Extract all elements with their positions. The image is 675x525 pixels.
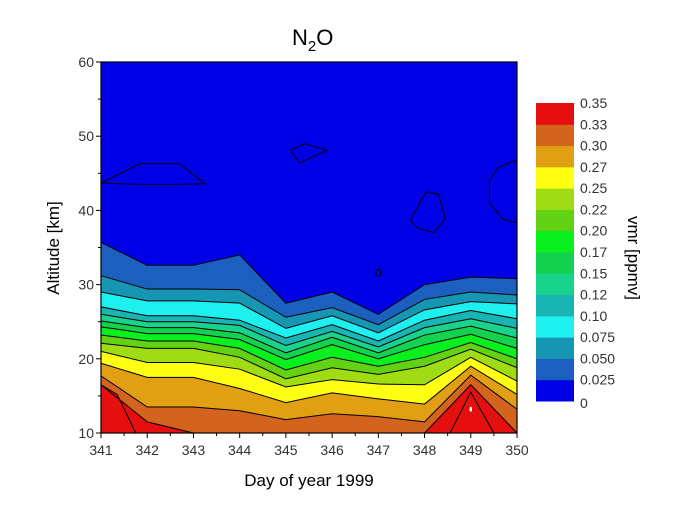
colorbar-tick-label: 0.27 (580, 159, 607, 175)
colorbar-tick-label: 0.15 (580, 265, 607, 281)
colorbar-tick-label: 0.33 (580, 116, 607, 132)
x-tick-label: 343 (182, 442, 206, 458)
colorbar-tick-label: 0.25 (580, 180, 607, 196)
colorbar-swatch (536, 358, 574, 381)
colorbar-swatch (536, 166, 574, 189)
colorbar-swatch (536, 209, 574, 232)
colorbar-tick-label: 0.17 (580, 244, 607, 260)
contour-max-marker (469, 406, 472, 412)
colorbar-tick-label: 0.10 (580, 308, 607, 324)
colorbar-swatch (536, 252, 574, 274)
contour-line-0.10 (100, 306, 518, 342)
y-tick-label: 40 (78, 202, 94, 218)
contour-line-0.15 (100, 320, 518, 354)
x-tick-label: 346 (320, 442, 344, 458)
y-tick-label: 10 (78, 425, 94, 441)
y-tick-label: 30 (78, 277, 94, 293)
closed-contour-3 (410, 191, 446, 234)
contour-band-0.30 (101, 375, 517, 433)
closed-contour-1 (100, 163, 207, 185)
title-main: N (292, 25, 308, 50)
x-tick-label: 350 (505, 442, 529, 458)
contour-line-0.075 (100, 291, 518, 334)
closed-contours (100, 143, 518, 277)
y-axis: 10 20 30 40 50 60 (78, 54, 101, 441)
colorbar-swatch (536, 315, 574, 338)
colorbar-tick-label: 0.35 (580, 95, 607, 111)
closed-contour-small (375, 268, 382, 277)
colorbar-tick-label: 0 (580, 395, 588, 411)
x-tick-label: 349 (459, 442, 483, 458)
colorbar-swatch (536, 337, 574, 359)
x-tick-label: 347 (367, 442, 391, 458)
chart-title: N2O (292, 25, 333, 55)
colorbar-tick-label: 0.12 (580, 287, 607, 303)
colorbar-tick-label: 0.075 (580, 329, 615, 345)
y-axis-title: Altitude [km] (44, 201, 63, 295)
colorbar-swatch (536, 145, 574, 168)
colorbar-tick-label: 0.20 (580, 223, 607, 239)
contour-line-0.17 (100, 326, 518, 361)
colorbar-swatch (536, 230, 574, 253)
colorbar-tick-label: 0.30 (580, 138, 607, 154)
contour-line-0.30 (100, 374, 518, 423)
contour-lines (100, 241, 518, 434)
colorbar-swatch (536, 379, 574, 402)
y-tick-label: 50 (78, 128, 94, 144)
colorbar-tick-label: 0.22 (580, 201, 607, 217)
colorbar-swatch (536, 188, 574, 210)
x-tick-label: 342 (136, 442, 160, 458)
contour-line-0.025 (100, 241, 518, 315)
x-axis-title: Day of year 1999 (244, 471, 373, 490)
colorbar-tick-label: 0.050 (580, 350, 615, 366)
closed-contour-2 (290, 143, 329, 164)
x-tick-label: 348 (413, 442, 437, 458)
colorbar-swatch (536, 273, 574, 296)
colorbar-swatch (536, 124, 574, 147)
x-axis: 341 342 343 344 345 346 347 348 349 350 (89, 433, 529, 458)
x-tick-label: 344 (228, 442, 252, 458)
contour-line-0.12 (100, 313, 518, 348)
title-subscript: 2 (308, 38, 316, 55)
title-end: O (316, 25, 333, 50)
colorbar: 0 0.025 0.050 0.075 0.10 0.12 0.15 0.17 0.20 0.22… (536, 95, 615, 411)
colorbar-tick-label: 0.025 (580, 372, 615, 388)
y-tick-label: 60 (78, 54, 94, 70)
contour-line-0.27 (100, 362, 518, 405)
contour-line-0.22 (100, 342, 518, 380)
contour-line-0.050 (100, 275, 518, 326)
colorbar-swatch (536, 294, 574, 317)
colorbar-swatch (536, 103, 574, 125)
colorbar-title: vmr [ppmv] (624, 216, 643, 300)
contour-line-0.25 (100, 350, 518, 388)
x-tick-label: 341 (89, 442, 113, 458)
y-tick-label: 20 (78, 351, 94, 367)
closed-contour-4 (488, 159, 518, 224)
contour-line-0.20 (100, 334, 518, 371)
x-tick-label: 345 (274, 442, 298, 458)
